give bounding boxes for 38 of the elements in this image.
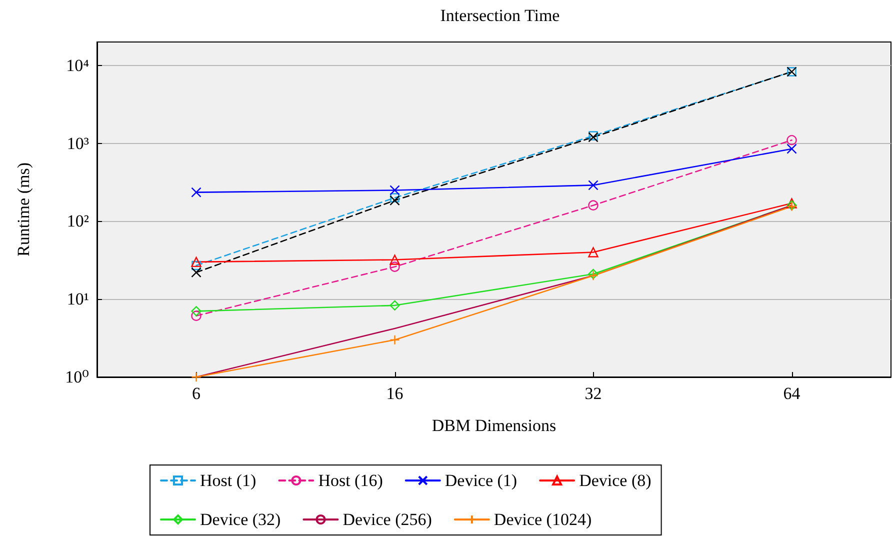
legend-label: Device (1024) [494,510,592,529]
legend-label: Device (256) [342,510,432,529]
legend-label: Device (32) [200,510,281,529]
point [191,306,202,316]
point [390,334,400,345]
legend-label: Device (8) [579,471,652,490]
point [191,256,202,268]
point [786,144,797,154]
y-tick-label: 10³ [66,134,89,153]
y-tick-label: 10² [66,212,89,231]
point [588,247,598,258]
point [390,262,400,272]
y-tick-label: 10⁰ [65,368,90,386]
y-axis-title: Runtime (ms) [14,162,33,256]
x-tick-label: 16 [386,384,404,403]
legend-label: Host (1) [200,471,256,490]
point [191,187,202,198]
point [588,200,598,210]
point [588,180,598,190]
y-tick-label: 10¹ [66,290,89,309]
point [191,372,202,382]
point [786,135,797,146]
y-tick-label: 10⁴ [66,56,90,75]
x-tick-label: 64 [783,384,801,403]
point [390,193,400,202]
point [191,267,202,278]
point [390,254,400,265]
x-axis-title: DBM Dimensions [432,416,556,435]
point [390,195,400,206]
legend-label: Device (1) [444,471,518,490]
point [191,310,202,321]
chart-title: Intersection Time [440,6,560,25]
point [390,185,400,196]
legend-label: Host (16) [318,471,383,490]
point [390,300,400,311]
point [192,260,201,270]
x-tick-label: 32 [584,384,602,403]
x-tick-label: 6 [192,384,200,403]
